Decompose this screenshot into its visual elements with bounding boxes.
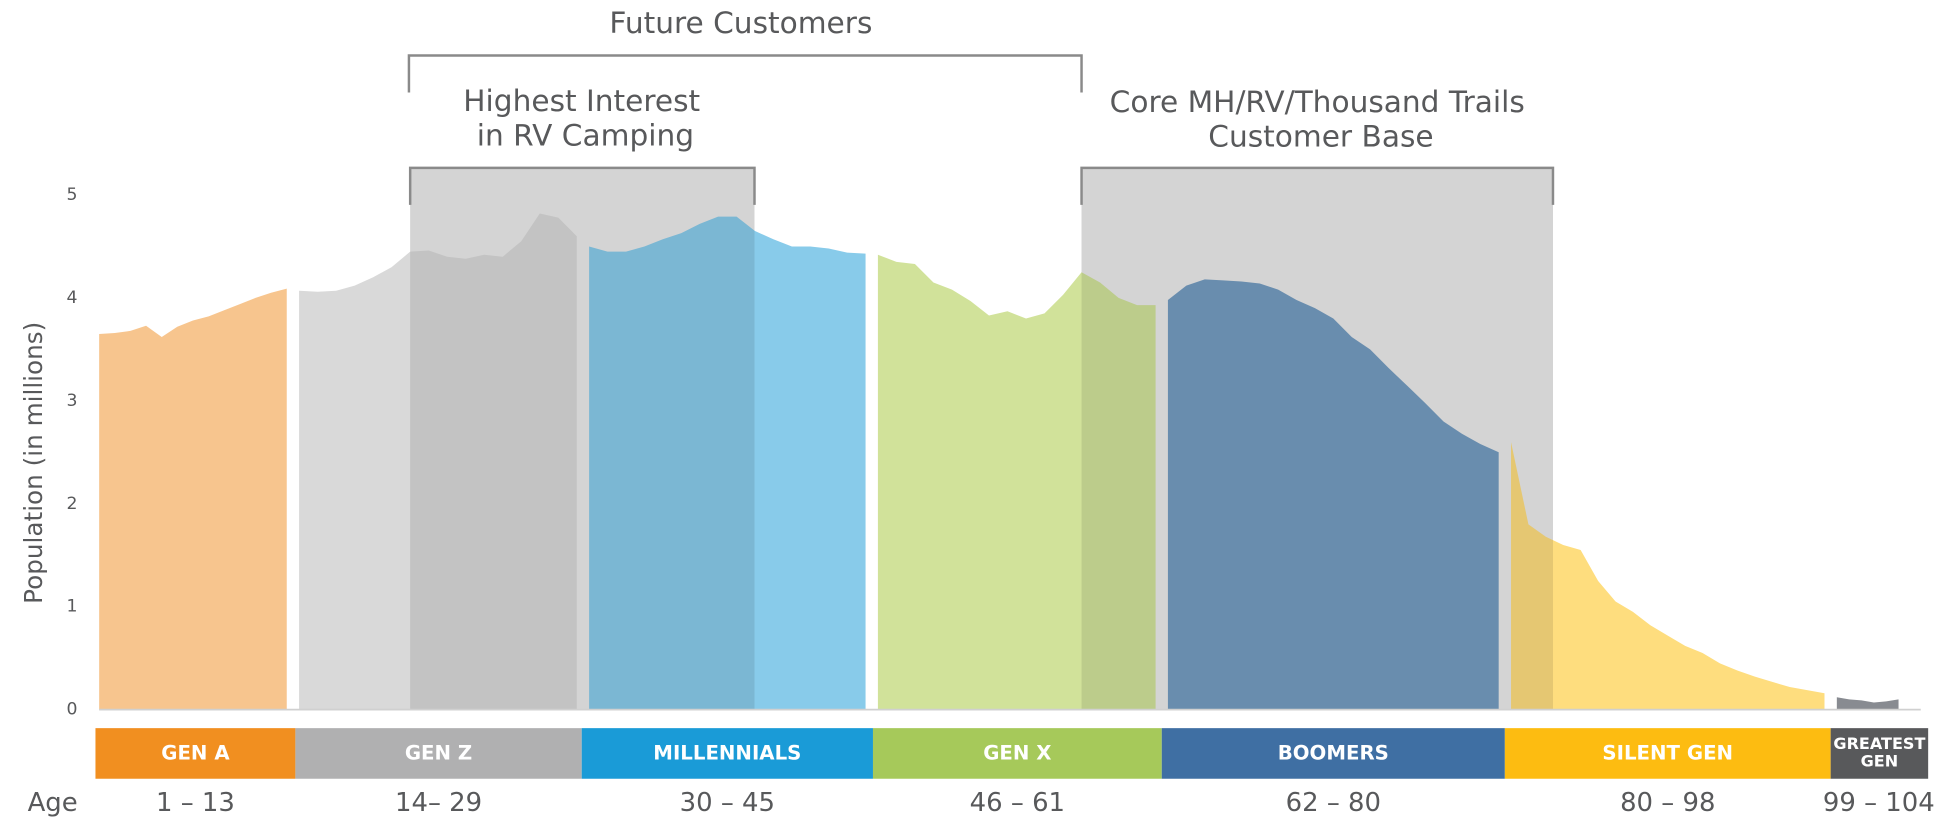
age-range: 1 – 13 bbox=[156, 788, 235, 817]
y-tick-label: 1 bbox=[67, 597, 78, 617]
interest-overlay bbox=[410, 167, 755, 710]
interest-label: Highest Interest bbox=[463, 84, 700, 118]
y-tick-label: 3 bbox=[67, 391, 78, 411]
age-range: 99 – 104 bbox=[1823, 788, 1935, 817]
age-range: 30 – 45 bbox=[680, 788, 775, 817]
x-axis-label: Age bbox=[28, 788, 78, 817]
generation-bar bbox=[1504, 728, 1831, 779]
generation-area bbox=[1836, 697, 1899, 710]
generation-bar bbox=[581, 728, 873, 779]
future-label: Future Customers bbox=[609, 6, 872, 40]
y-tick-label: 4 bbox=[67, 288, 78, 308]
age-range: 46 – 61 bbox=[970, 788, 1065, 817]
age-range: 80 – 98 bbox=[1620, 788, 1715, 817]
generation-bar bbox=[1830, 728, 1929, 779]
generation-bar bbox=[872, 728, 1162, 779]
generation-name: MILLENNIALS bbox=[653, 742, 801, 765]
core-bracket bbox=[1080, 166, 1555, 205]
generation-name: SILENT GEN bbox=[1602, 742, 1733, 765]
generation-name: GEN X bbox=[983, 742, 1051, 765]
generation-area bbox=[99, 288, 287, 710]
interest-label: in RV Camping bbox=[477, 118, 694, 152]
generation-name: GEN Z bbox=[405, 742, 472, 765]
generation-bar bbox=[1161, 728, 1505, 779]
highlight-overlays bbox=[410, 167, 1553, 710]
generation-area bbox=[1511, 442, 1825, 710]
y-axis-label: Population (in millions) bbox=[19, 322, 48, 604]
future-bracket bbox=[407, 54, 1083, 93]
y-tick-label: 2 bbox=[67, 494, 78, 514]
y-tick-label: 5 bbox=[67, 185, 78, 205]
generation-name: BOOMERS bbox=[1278, 742, 1389, 765]
generation-bar bbox=[295, 728, 582, 779]
generation-bar bbox=[95, 728, 296, 779]
interest-bracket bbox=[408, 166, 756, 205]
y-tick-label: 0 bbox=[67, 700, 78, 720]
generation-name: GEN A bbox=[161, 742, 230, 765]
core-overlay bbox=[1081, 167, 1553, 710]
areas bbox=[99, 213, 1899, 710]
generation-name: GREATEST GEN bbox=[1833, 734, 1925, 770]
age-range: 14– 29 bbox=[395, 788, 482, 817]
core-label: Customer Base bbox=[1208, 120, 1433, 154]
core-label: Core MH/RV/Thousand Trails bbox=[1110, 85, 1525, 119]
age-range: 62 – 80 bbox=[1286, 788, 1381, 817]
